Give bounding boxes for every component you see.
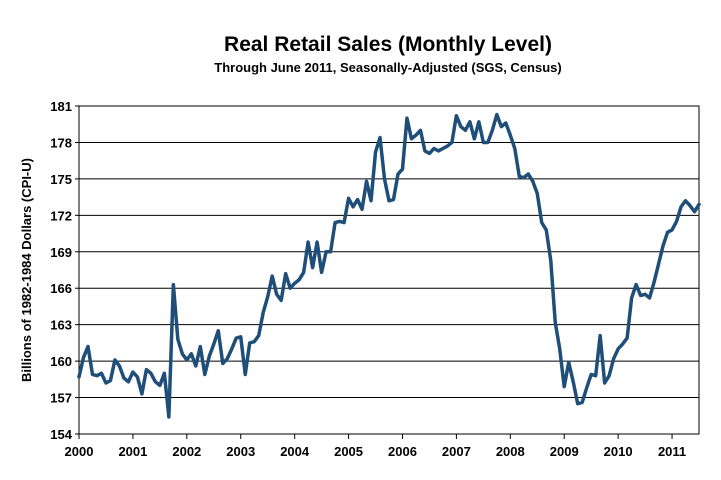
y-tick-label: 169 (50, 245, 72, 260)
y-axis: 154 157 160 163 166 169 172 175 178 181 (50, 99, 79, 442)
x-tick-label: 2000 (65, 444, 94, 459)
x-tick-label: 2011 (658, 444, 686, 459)
y-tick-label: 163 (50, 318, 72, 333)
x-tick-label: 2001 (118, 444, 147, 459)
x-tick-label: 2005 (334, 444, 363, 459)
y-tick-label: 181 (50, 99, 72, 114)
y-tick-label: 160 (50, 354, 72, 369)
x-axis: 2000 2001 2002 2003 2004 2005 2006 2007 2008 2009… (65, 434, 686, 459)
y-tick-label: 175 (50, 172, 72, 187)
gridlines (79, 141, 699, 399)
x-tick-label: 2009 (550, 444, 579, 459)
x-tick-label: 2008 (496, 444, 525, 459)
chart-title: Real Retail Sales (Monthly Level) (224, 33, 552, 56)
x-tick-label: 2003 (226, 444, 255, 459)
y-tick-label: 178 (50, 135, 72, 150)
series-line (77, 112, 701, 419)
y-axis-label: Billions of 1982-1984 Dollars (CPI-U) (19, 158, 34, 382)
x-tick-label: 2006 (388, 444, 417, 459)
chart-subtitle: Through June 2011, Seasonally-Adjusted (… (214, 60, 561, 75)
y-tick-label: 157 (50, 391, 72, 406)
plot-area (78, 105, 700, 435)
y-tick-label: 166 (50, 281, 72, 296)
x-tick-label: 2002 (172, 444, 201, 459)
x-tick-label: 2007 (442, 444, 471, 459)
y-tick-label: 154 (50, 427, 72, 442)
x-tick-label: 2004 (280, 444, 310, 459)
y-tick-label: 172 (50, 208, 72, 223)
x-tick-label: 2010 (604, 444, 633, 459)
